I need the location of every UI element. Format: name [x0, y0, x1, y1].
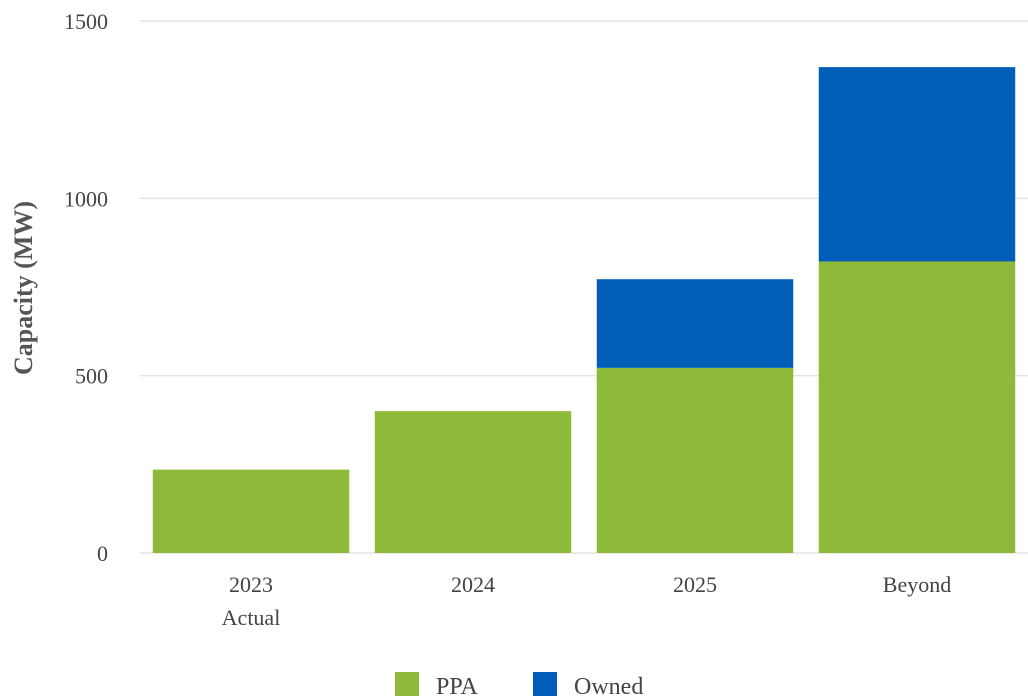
x-tick-label: 2023	[229, 572, 273, 597]
x-axis-ticks: 2023 Actual 2024 2025 Beyond	[222, 572, 952, 630]
x-tick-label: 2024	[451, 572, 495, 597]
x-tick-label: 2025	[673, 572, 717, 597]
bar-owned-beyond	[818, 67, 1016, 262]
y-axis-label: Capacity (MW)	[9, 201, 38, 375]
y-tick-label: 1500	[64, 9, 108, 34]
y-axis-ticks: 0 500 1000 1500	[64, 9, 108, 566]
bars	[152, 67, 1016, 553]
y-tick-label: 0	[97, 541, 108, 566]
x-tick-label: Actual	[222, 605, 281, 630]
bar-ppa-2023-actual	[152, 469, 350, 553]
y-tick-label: 500	[75, 364, 108, 389]
x-tick-label: Beyond	[883, 572, 951, 597]
bar-ppa-beyond	[818, 261, 1016, 553]
legend-label-ppa: PPA	[436, 674, 478, 696]
legend-swatch-owned	[533, 672, 557, 696]
bar-ppa-2024	[374, 411, 572, 553]
bar-owned-2025	[596, 279, 794, 368]
legend: PPA Owned	[395, 672, 643, 696]
legend-label-owned: Owned	[574, 674, 643, 696]
y-tick-label: 1000	[64, 186, 108, 211]
bar-ppa-2025	[596, 367, 794, 553]
legend-swatch-ppa	[395, 672, 419, 696]
